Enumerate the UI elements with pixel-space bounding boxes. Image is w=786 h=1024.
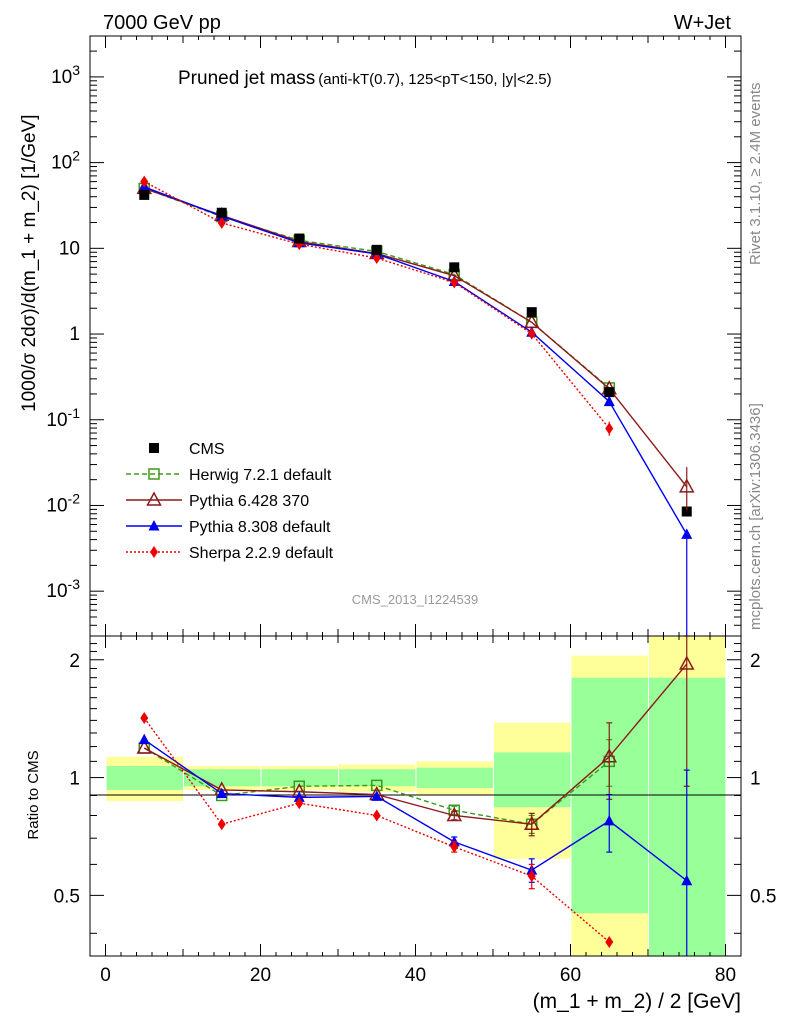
- ratio-point-pythia8: [138, 733, 150, 745]
- ratio-band-inner: [494, 752, 571, 808]
- ratio-band-inner: [416, 767, 493, 789]
- ratio-band-inner: [261, 769, 338, 787]
- main-panel: 10-3 10-2 10-1 1 10 102 103: [46, 35, 742, 637]
- ratio-y-tick-label-right: 1: [750, 769, 761, 790]
- legend-item-sherpa: Sherpa 2.2.9 default: [126, 545, 334, 562]
- series-line-sherpa: [143, 181, 610, 429]
- data-point-sherpa: [217, 216, 226, 229]
- ratio-point-sherpa: [217, 818, 226, 831]
- y-tick-label: 10-1: [46, 405, 80, 431]
- main-y-label: 1000/σ 2dσ)/d(m_1 + m_2) [1/GeV]: [19, 114, 40, 412]
- ratio-panel: 0 20 40 60 80 0.5 0.5 1 1 2 2: [54, 635, 776, 986]
- legend-marker: [149, 443, 159, 453]
- y-tick-label: 1: [69, 324, 80, 345]
- ratio-point-sherpa: [605, 936, 614, 949]
- data-point-cms: [216, 207, 227, 218]
- ratio-band-inner: [184, 769, 261, 787]
- x-tick-label: 60: [560, 965, 581, 986]
- series-cms: [139, 189, 692, 517]
- legend-label: Pythia 8.308 default: [189, 519, 331, 536]
- ratio-y-tick-label: 2: [69, 651, 80, 672]
- ratio-band-inner: [339, 769, 416, 787]
- x-tick-label: 80: [715, 965, 736, 986]
- y-tick-label: 10-3: [46, 576, 80, 602]
- data-point-sherpa: [372, 252, 381, 265]
- x-tick-label: 40: [405, 965, 426, 986]
- plot-subtitle: (anti-kT(0.7), 125<pT<150, |y|<2.5): [318, 71, 551, 88]
- mcplots-label: mcplots.cern.ch [arXiv:1306.3436]: [747, 403, 764, 630]
- ratio-point-pythia6: [601, 748, 618, 763]
- ratio-band-inner: [106, 766, 183, 790]
- data-point-pythia8: [681, 528, 693, 539]
- ratio-point-pythia6: [446, 806, 463, 822]
- ratio-point-pythia8: [681, 874, 693, 886]
- plot-title: Pruned jet mass (anti-kT(0.7), 125<pT<150…: [178, 68, 552, 89]
- ratio-point-sherpa: [450, 840, 459, 853]
- legend-item-cms: CMS: [149, 441, 225, 458]
- y-tick-label: 10-2: [46, 490, 80, 516]
- ratio-point-pythia6: [678, 655, 695, 670]
- x-tick-label: 20: [250, 965, 271, 986]
- y-tick-label: 102: [51, 148, 80, 174]
- legend-marker: [148, 520, 160, 531]
- data-point-sherpa: [450, 276, 459, 289]
- y-tick-label: 10: [59, 238, 80, 259]
- legend: CMS Herwig 7.2.1 default Pythia 6.428 370 P…: [126, 441, 334, 562]
- analysis-watermark: CMS_2013_I1224539: [352, 592, 479, 607]
- data-point-cms: [139, 189, 150, 200]
- legend-marker: [150, 546, 158, 558]
- legend-marker: [148, 468, 160, 480]
- ratio-line-pythia6: [143, 663, 688, 825]
- ratio-point-sherpa: [372, 809, 381, 822]
- ratio-point-pythia6: [523, 815, 540, 830]
- ratio-point-pythia8: [603, 814, 615, 826]
- ratio-point-pythia8: [371, 790, 383, 801]
- legend-label: CMS: [189, 441, 225, 458]
- ratio-point-herwig: [371, 779, 383, 792]
- ratio-y-tick-label: 1: [69, 769, 80, 790]
- series-line-herwig: [144, 187, 610, 389]
- data-point-cms: [681, 506, 692, 517]
- data-point-cms: [526, 307, 537, 318]
- series-pythia8: [138, 180, 693, 539]
- data-point-cms: [604, 387, 615, 398]
- header-left: 7000 GeV pp: [103, 12, 221, 34]
- ratio-y-tick-label-right: 0.5: [750, 886, 776, 907]
- series-herwig: [138, 182, 615, 394]
- ratio-point-pythia8: [216, 787, 228, 799]
- legend-item-pythia6: Pythia 6.428 370: [126, 491, 309, 510]
- rivet-label: Rivet 3.1.10, ≥ 2.4M events: [747, 83, 764, 266]
- ratio-point-sherpa: [527, 870, 536, 883]
- data-point-pythia8: [603, 395, 615, 407]
- ratio-y-tick-label: 0.5: [54, 886, 80, 907]
- legend-label: Sherpa 2.2.9 default: [189, 545, 334, 562]
- ratio-point-pythia8: [293, 791, 305, 802]
- data-point-sherpa: [140, 175, 149, 188]
- y-tick-label: 103: [51, 62, 80, 88]
- legend-item-pythia8: Pythia 8.308 default: [126, 519, 331, 536]
- series-line-pythia6: [144, 187, 688, 488]
- ratio-point-sherpa: [295, 797, 304, 810]
- series-sherpa: [140, 175, 614, 435]
- data-point-cms: [371, 244, 382, 255]
- data-point-cms: [294, 233, 305, 244]
- ratio-line-pythia8: [143, 739, 688, 882]
- data-point-sherpa: [527, 327, 536, 340]
- legend-item-herwig: Herwig 7.2.1 default: [126, 467, 332, 484]
- x-axis-label: (m_1 + m_2) / 2 [GeV]: [533, 990, 741, 1013]
- header-right: W+Jet: [674, 12, 732, 34]
- main-frame: [89, 35, 742, 637]
- ratio-y-tick-label-right: 2: [750, 651, 761, 672]
- ratio-series-sherpa: [140, 711, 614, 949]
- x-tick-label: 0: [100, 965, 111, 986]
- data-point-cms: [449, 262, 460, 273]
- ratio-point-sherpa: [140, 711, 149, 724]
- legend-label: Herwig 7.2.1 default: [189, 467, 332, 484]
- legend-marker: [146, 491, 162, 506]
- ratio-point-pythia6: [136, 739, 153, 754]
- legend-label: Pythia 6.428 370: [189, 493, 309, 510]
- series-line-pythia8: [144, 186, 688, 535]
- ratio-y-label: Ratio to CMS: [25, 750, 42, 839]
